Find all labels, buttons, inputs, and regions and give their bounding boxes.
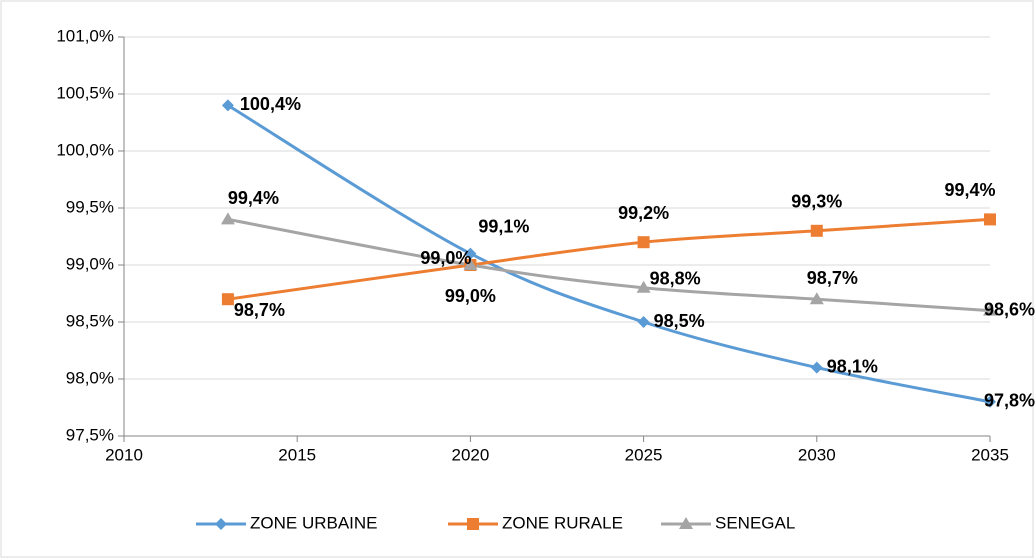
marker: [464, 247, 477, 260]
x-tick-label: 2030: [798, 445, 836, 464]
marker: [810, 224, 823, 237]
y-tick-label: 100,5%: [56, 83, 114, 102]
value-label: 99,1%: [478, 216, 529, 236]
marker: [463, 258, 478, 270]
value-label: 98,1%: [827, 356, 878, 376]
legend-label: ZONE RURALE: [502, 513, 623, 532]
legend-label: SENEGAL: [715, 513, 795, 532]
marker: [636, 280, 651, 293]
marker: [809, 292, 824, 305]
legend-marker: [467, 518, 479, 530]
y-tick-label: 101,0%: [56, 26, 114, 45]
legend-marker: [679, 517, 693, 529]
marker: [221, 99, 234, 112]
x-tick-label: 2035: [971, 445, 1009, 464]
value-label: 98,7%: [234, 300, 285, 320]
legend-marker: [215, 518, 227, 530]
value-label: 99,0%: [445, 286, 496, 306]
series-line: [227, 104, 991, 404]
value-label: 99,3%: [791, 192, 842, 212]
marker: [983, 303, 997, 316]
y-tick-label: 97,5%: [66, 425, 114, 444]
y-tick-label: 99,0%: [66, 254, 114, 273]
x-tick-label: 2020: [451, 445, 489, 464]
y-tick-label: 98,5%: [66, 311, 114, 330]
marker: [220, 212, 235, 225]
marker: [984, 213, 996, 226]
value-label: 98,8%: [650, 269, 701, 289]
value-label: 100,4%: [240, 94, 301, 114]
x-tick-label: 2010: [105, 445, 143, 464]
value-label: 98,6%: [984, 299, 1035, 319]
value-label: 99,4%: [944, 180, 995, 200]
y-tick-label: 100,0%: [56, 140, 114, 159]
marker: [637, 316, 650, 328]
value-label: 98,5%: [654, 311, 705, 331]
x-tick-label: 2025: [625, 445, 663, 464]
value-label: 99,4%: [228, 188, 279, 208]
value-label: 99,2%: [618, 203, 669, 223]
marker: [984, 395, 996, 408]
x-tick-label: 2015: [278, 445, 316, 464]
value-label: 98,7%: [807, 268, 858, 288]
y-tick-label: 99,5%: [66, 197, 114, 216]
value-label: 99,0%: [420, 248, 471, 268]
marker: [221, 293, 234, 306]
y-tick-label: 98,0%: [66, 368, 114, 387]
marker: [810, 361, 823, 374]
marker: [637, 236, 650, 249]
value-label: 97,8%: [984, 391, 1035, 411]
legend-label: ZONE URBAINE: [250, 513, 378, 532]
